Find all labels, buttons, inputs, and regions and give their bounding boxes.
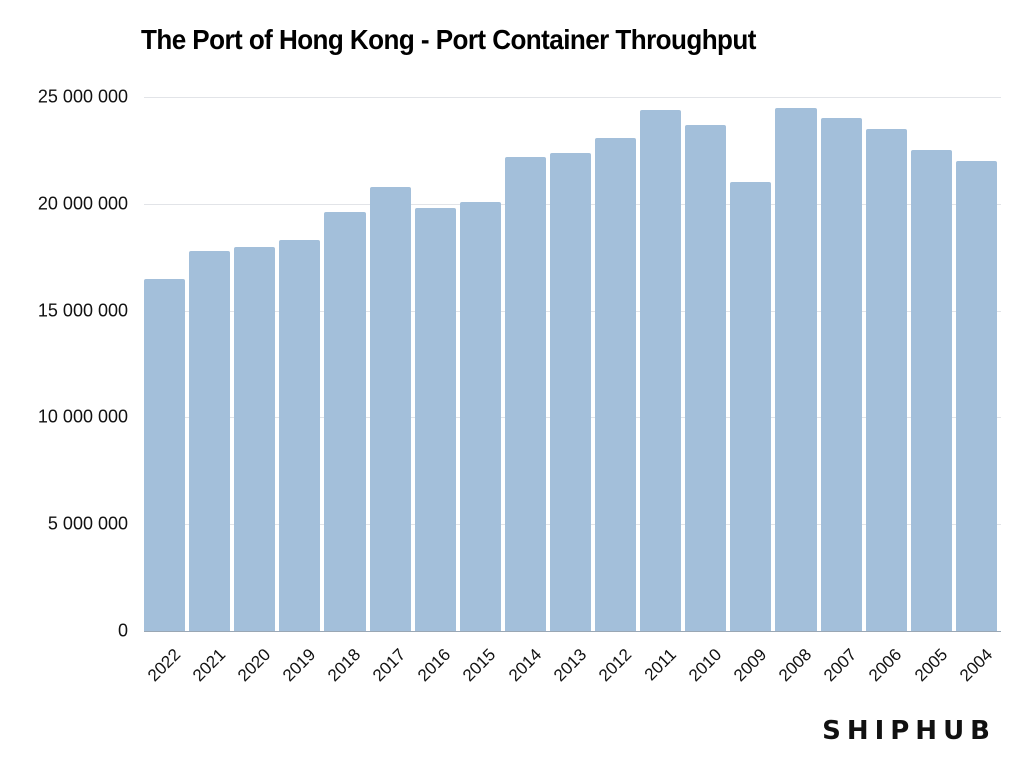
bar-2020 [234, 246, 276, 631]
bar-2008 [775, 107, 817, 631]
bar-2021 [189, 250, 231, 631]
bar-2012 [595, 137, 637, 631]
bar-2005 [910, 150, 952, 631]
x-tick-label: 2005 [910, 645, 951, 686]
x-axis-line [144, 631, 1001, 632]
x-tick-label: 2016 [414, 645, 455, 686]
gridline [144, 97, 1001, 98]
x-tick-label: 2022 [143, 645, 184, 686]
x-tick-label: 2012 [594, 645, 636, 686]
bar-2011 [640, 109, 682, 631]
bar-2017 [369, 186, 411, 631]
bar-2018 [324, 212, 366, 631]
brand-logo: SHIPHUB [822, 716, 996, 746]
bar-2014 [504, 156, 546, 631]
chart-title: The Port of Hong Kong - Port Container T… [141, 24, 756, 55]
bar-2004 [955, 161, 997, 631]
x-tick-label: 2008 [775, 645, 816, 686]
bar-2016 [414, 208, 456, 631]
x-tick-label: 2013 [549, 645, 590, 686]
bar-2007 [820, 118, 862, 631]
bar-2019 [279, 240, 321, 631]
y-tick-label: 0 [117, 620, 128, 641]
x-tick-label: 2007 [820, 645, 861, 686]
y-tick-label: 10 000 000 [37, 406, 128, 427]
bar-2010 [685, 124, 727, 631]
y-tick-label: 25 000 000 [37, 86, 128, 107]
y-tick-label: 5 000 000 [47, 513, 128, 534]
bar-2009 [730, 182, 772, 631]
x-tick-label: 2017 [369, 645, 410, 686]
bar-2022 [144, 278, 186, 631]
x-tick-label: 2015 [459, 645, 500, 686]
x-tick-label: 2006 [865, 645, 906, 686]
y-tick-label: 15 000 000 [37, 300, 128, 321]
y-tick-label: 20 000 000 [37, 193, 128, 214]
x-tick-label: 2018 [324, 645, 365, 686]
x-tick-label: 2010 [685, 645, 726, 686]
plot-area [144, 97, 1001, 632]
x-tick-label: 2021 [188, 645, 230, 686]
x-tick-label: 2020 [234, 645, 275, 686]
x-tick-label: 2014 [504, 645, 545, 686]
x-tick-label: 2011 [640, 645, 681, 685]
x-tick-label: 2004 [955, 645, 996, 686]
x-tick-label: 2019 [279, 645, 320, 686]
bar-2006 [865, 129, 907, 631]
x-tick-label: 2009 [730, 645, 771, 686]
bar-series [144, 97, 1001, 631]
bar-2015 [459, 201, 501, 631]
bar-2013 [549, 152, 592, 631]
